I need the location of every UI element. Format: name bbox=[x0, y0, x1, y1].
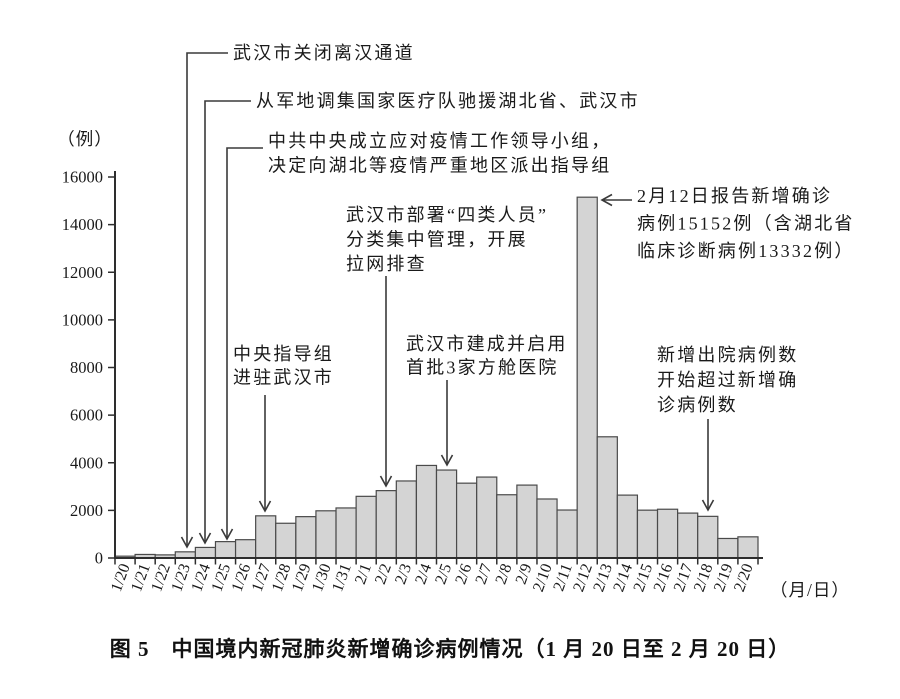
x-tick-label-2/8: 2/8 bbox=[493, 562, 516, 587]
bar-2/18 bbox=[697, 515, 719, 559]
y-tick-label: 10000 bbox=[62, 310, 103, 329]
arrowhead-down bbox=[258, 500, 272, 513]
chart-svg: 02000400060008000100001200014000160001/2… bbox=[57, 43, 855, 600]
annotation-four-categories: 武汉市部署“四类人员”分类集中管理，开展拉网排查 bbox=[346, 205, 548, 488]
bar-1/25 bbox=[214, 541, 237, 559]
arrowhead-down bbox=[220, 528, 234, 541]
bar-1/28 bbox=[275, 522, 297, 559]
arrowhead-left bbox=[600, 193, 613, 207]
bar-1/30 bbox=[315, 510, 337, 559]
x-tick-label-2/6: 2/6 bbox=[452, 562, 475, 587]
bar-1/26 bbox=[234, 539, 257, 559]
x-tick-label-2/3: 2/3 bbox=[392, 562, 415, 587]
bar-2/5 bbox=[435, 469, 458, 559]
bar-2/2 bbox=[375, 490, 397, 559]
annotation-text-feb12-spike: 2月12日报告新增确诊病例15152例（含湖北省临床诊断病例13332例） bbox=[637, 186, 855, 261]
bar-2/14 bbox=[616, 494, 639, 559]
arrowhead-down bbox=[701, 499, 715, 512]
y-tick-label: 16000 bbox=[62, 168, 103, 187]
x-tick-label-2/2: 2/2 bbox=[372, 562, 395, 587]
bar-2/17 bbox=[677, 512, 699, 559]
bar-2/19 bbox=[717, 537, 739, 559]
x-axis-unit-label: （月/日） bbox=[770, 580, 850, 600]
axes-group: 02000400060008000100001200014000160001/2… bbox=[57, 129, 850, 600]
bar-2/15 bbox=[636, 509, 659, 559]
annotation-feb12-spike: 2月12日报告新增确诊病例15152例（含湖北省临床诊断病例13332例） bbox=[600, 186, 855, 261]
y-axis-unit-label: （例） bbox=[57, 129, 113, 149]
annotation-fangcang-hospitals: 武汉市建成并启用首批3家方舱医院 bbox=[406, 334, 568, 467]
x-tick-label-2/7: 2/7 bbox=[472, 562, 495, 587]
bar-1/24 bbox=[194, 546, 217, 559]
annotation-text-fangcang-hospitals: 武汉市建成并启用首批3家方舱医院 bbox=[406, 334, 568, 378]
annotation-close-channels: 武汉市关闭离汉通道 bbox=[180, 43, 415, 549]
annotation-text-discharges-exceed: 新增出院病例数开始超过新增确诊病例数 bbox=[657, 345, 798, 415]
bar-2/4 bbox=[415, 464, 438, 559]
annotation-text-four-categories: 武汉市部署“四类人员”分类集中管理，开展拉网排查 bbox=[346, 205, 548, 274]
annotation-text-leading-group: 中共中央成立应对疫情工作领导小组，决定向湖北等疫情严重地区派出指导组 bbox=[268, 131, 611, 176]
bar-2/10 bbox=[536, 498, 558, 559]
bar-1/27 bbox=[255, 515, 277, 559]
bar-2/1 bbox=[355, 495, 377, 559]
bar-2/16 bbox=[656, 508, 679, 559]
bar-2/3 bbox=[395, 480, 417, 559]
y-tick-label: 12000 bbox=[62, 263, 103, 282]
bar-1/29 bbox=[295, 516, 317, 559]
bar-2/20 bbox=[737, 536, 759, 559]
x-tick-label-2/9: 2/9 bbox=[513, 562, 536, 587]
y-tick-label: 8000 bbox=[70, 358, 103, 377]
annotation-text-close-channels: 武汉市关闭离汉通道 bbox=[233, 43, 415, 63]
bar-2/7 bbox=[476, 476, 498, 559]
bar-2/11 bbox=[556, 509, 578, 559]
annotation-line bbox=[204, 100, 251, 543]
x-tick-label-2/5: 2/5 bbox=[432, 562, 455, 587]
x-tick-label-2/20: 2/20 bbox=[731, 562, 757, 595]
x-tick-label-2/4: 2/4 bbox=[412, 562, 435, 587]
annotation-leading-group: 中共中央成立应对疫情工作领导小组，决定向湖北等疫情严重地区派出指导组 bbox=[220, 131, 611, 541]
x-tick-label-2/1: 2/1 bbox=[352, 562, 375, 587]
bar-2/6 bbox=[455, 482, 478, 559]
y-tick-label: 14000 bbox=[62, 215, 103, 234]
y-tick-label: 4000 bbox=[70, 453, 103, 472]
annotation-line bbox=[226, 147, 263, 539]
y-tick-label: 2000 bbox=[70, 501, 103, 520]
bars-group bbox=[114, 196, 759, 559]
bar-1/31 bbox=[335, 507, 357, 559]
arrowhead-down bbox=[440, 454, 454, 467]
annotation-central-group-wuhan: 中央指导组进驻武汉市 bbox=[233, 344, 334, 513]
arrowhead-down bbox=[180, 536, 194, 549]
figure-caption: 图 5 中国境内新冠肺炎新增确诊病例情况（1 月 20 日至 2 月 20 日） bbox=[109, 637, 791, 661]
annotation-text-medical-teams: 从军地调集国家医疗队驰援湖北省、武汉市 bbox=[256, 91, 640, 111]
y-tick-label: 0 bbox=[95, 549, 103, 568]
arrowhead-down bbox=[198, 532, 212, 545]
x-tick-label-1/31: 1/31 bbox=[329, 562, 355, 595]
bar-2/12 bbox=[576, 196, 598, 559]
annotation-medical-teams: 从军地调集国家医疗队驰援湖北省、武汉市 bbox=[198, 91, 640, 545]
arrowhead-down bbox=[379, 475, 393, 488]
annotation-discharges-exceed: 新增出院病例数开始超过新增确诊病例数 bbox=[657, 345, 798, 512]
bar-2/8 bbox=[496, 494, 518, 559]
bar-2/13 bbox=[596, 436, 618, 559]
annotation-text-central-group-wuhan: 中央指导组进驻武汉市 bbox=[233, 344, 334, 388]
annotation-line bbox=[186, 52, 228, 547]
y-tick-label: 6000 bbox=[70, 406, 103, 425]
bar-2/9 bbox=[516, 484, 538, 559]
